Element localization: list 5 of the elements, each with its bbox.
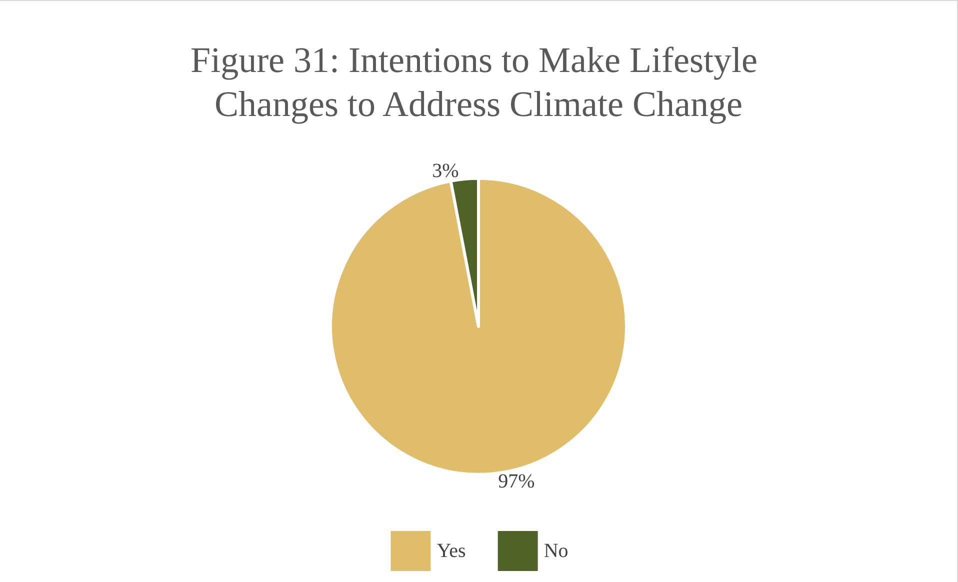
data-label: 97% bbox=[498, 470, 535, 493]
legend-label: Yes bbox=[436, 540, 466, 562]
data-label: 3% bbox=[432, 160, 459, 182]
legend-label: No bbox=[544, 540, 568, 562]
chart-title: Figure 31: Intentions to Make Lifestyle Changes to Address Climate Change bbox=[190, 40, 766, 124]
